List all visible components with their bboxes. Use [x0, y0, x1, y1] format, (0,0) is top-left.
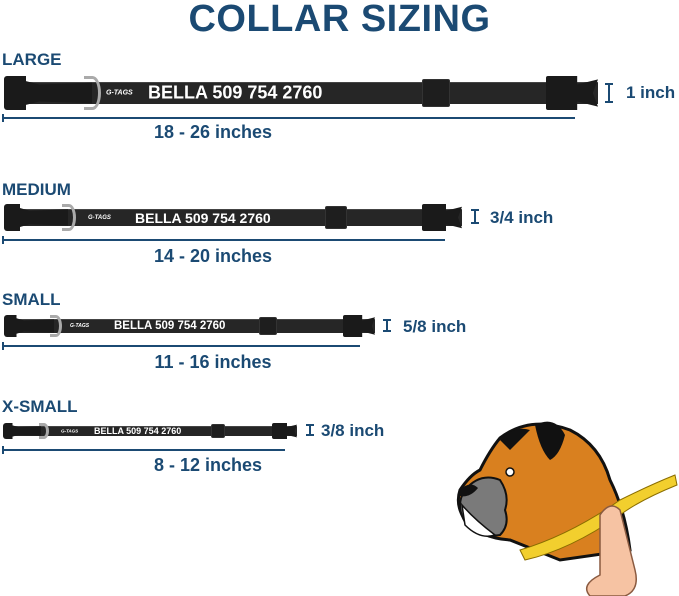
width-small: 5/8 inch: [403, 317, 467, 336]
range-x-small: 8 - 12 inches: [153, 455, 263, 475]
width-bar-large: [605, 83, 613, 103]
size-label-medium: MEDIUM: [2, 180, 71, 199]
width-bar-x-small: [306, 424, 314, 436]
brand-logo: G-TAGS: [61, 428, 79, 434]
collar-x-small: G-TAGS BELLA 509 754 2760: [3, 423, 297, 439]
collar-name-text: BELLA 509 754 2760: [94, 426, 182, 436]
collar-name-text: BELLA 509 754 2760: [148, 82, 323, 103]
brand-logo: G-TAGS: [106, 89, 133, 97]
title: COLLAR SIZING: [188, 0, 491, 40]
collar-medium: G-TAGS BELLA 509 754 2760: [4, 204, 462, 231]
width-bar-medium: [471, 209, 479, 224]
length-line-small: [2, 342, 360, 350]
brand-logo: G-TAGS: [88, 214, 111, 221]
collar-large: G-TAGS BELLA 509 754 2760: [4, 76, 598, 110]
length-line-medium: [2, 236, 445, 244]
collar-name-text: BELLA 509 754 2760: [135, 209, 271, 226]
size-label-large: LARGE: [2, 50, 62, 69]
length-line-x-small: [2, 446, 285, 454]
width-large: 1 inch: [626, 83, 676, 102]
range-small: 11 - 16 inches: [154, 352, 272, 372]
boxer-dog-measuring-illustration: [456, 421, 678, 596]
brand-logo: G-TAGS: [70, 323, 90, 329]
collar-name-text: BELLA 509 754 2760: [114, 320, 226, 332]
range-large: 18 - 26 inches: [153, 122, 273, 142]
width-x-small: 3/8 inch: [321, 421, 385, 440]
size-label-x-small: X-SMALL: [2, 397, 78, 416]
range-medium: 14 - 20 inches: [153, 246, 273, 266]
collar-small: G-TAGS BELLA 509 754 2760: [4, 315, 375, 337]
width-medium: 3/4 inch: [490, 208, 554, 227]
size-label-small: SMALL: [2, 290, 61, 309]
length-line-large: [2, 114, 575, 122]
width-bar-small: [383, 319, 391, 332]
